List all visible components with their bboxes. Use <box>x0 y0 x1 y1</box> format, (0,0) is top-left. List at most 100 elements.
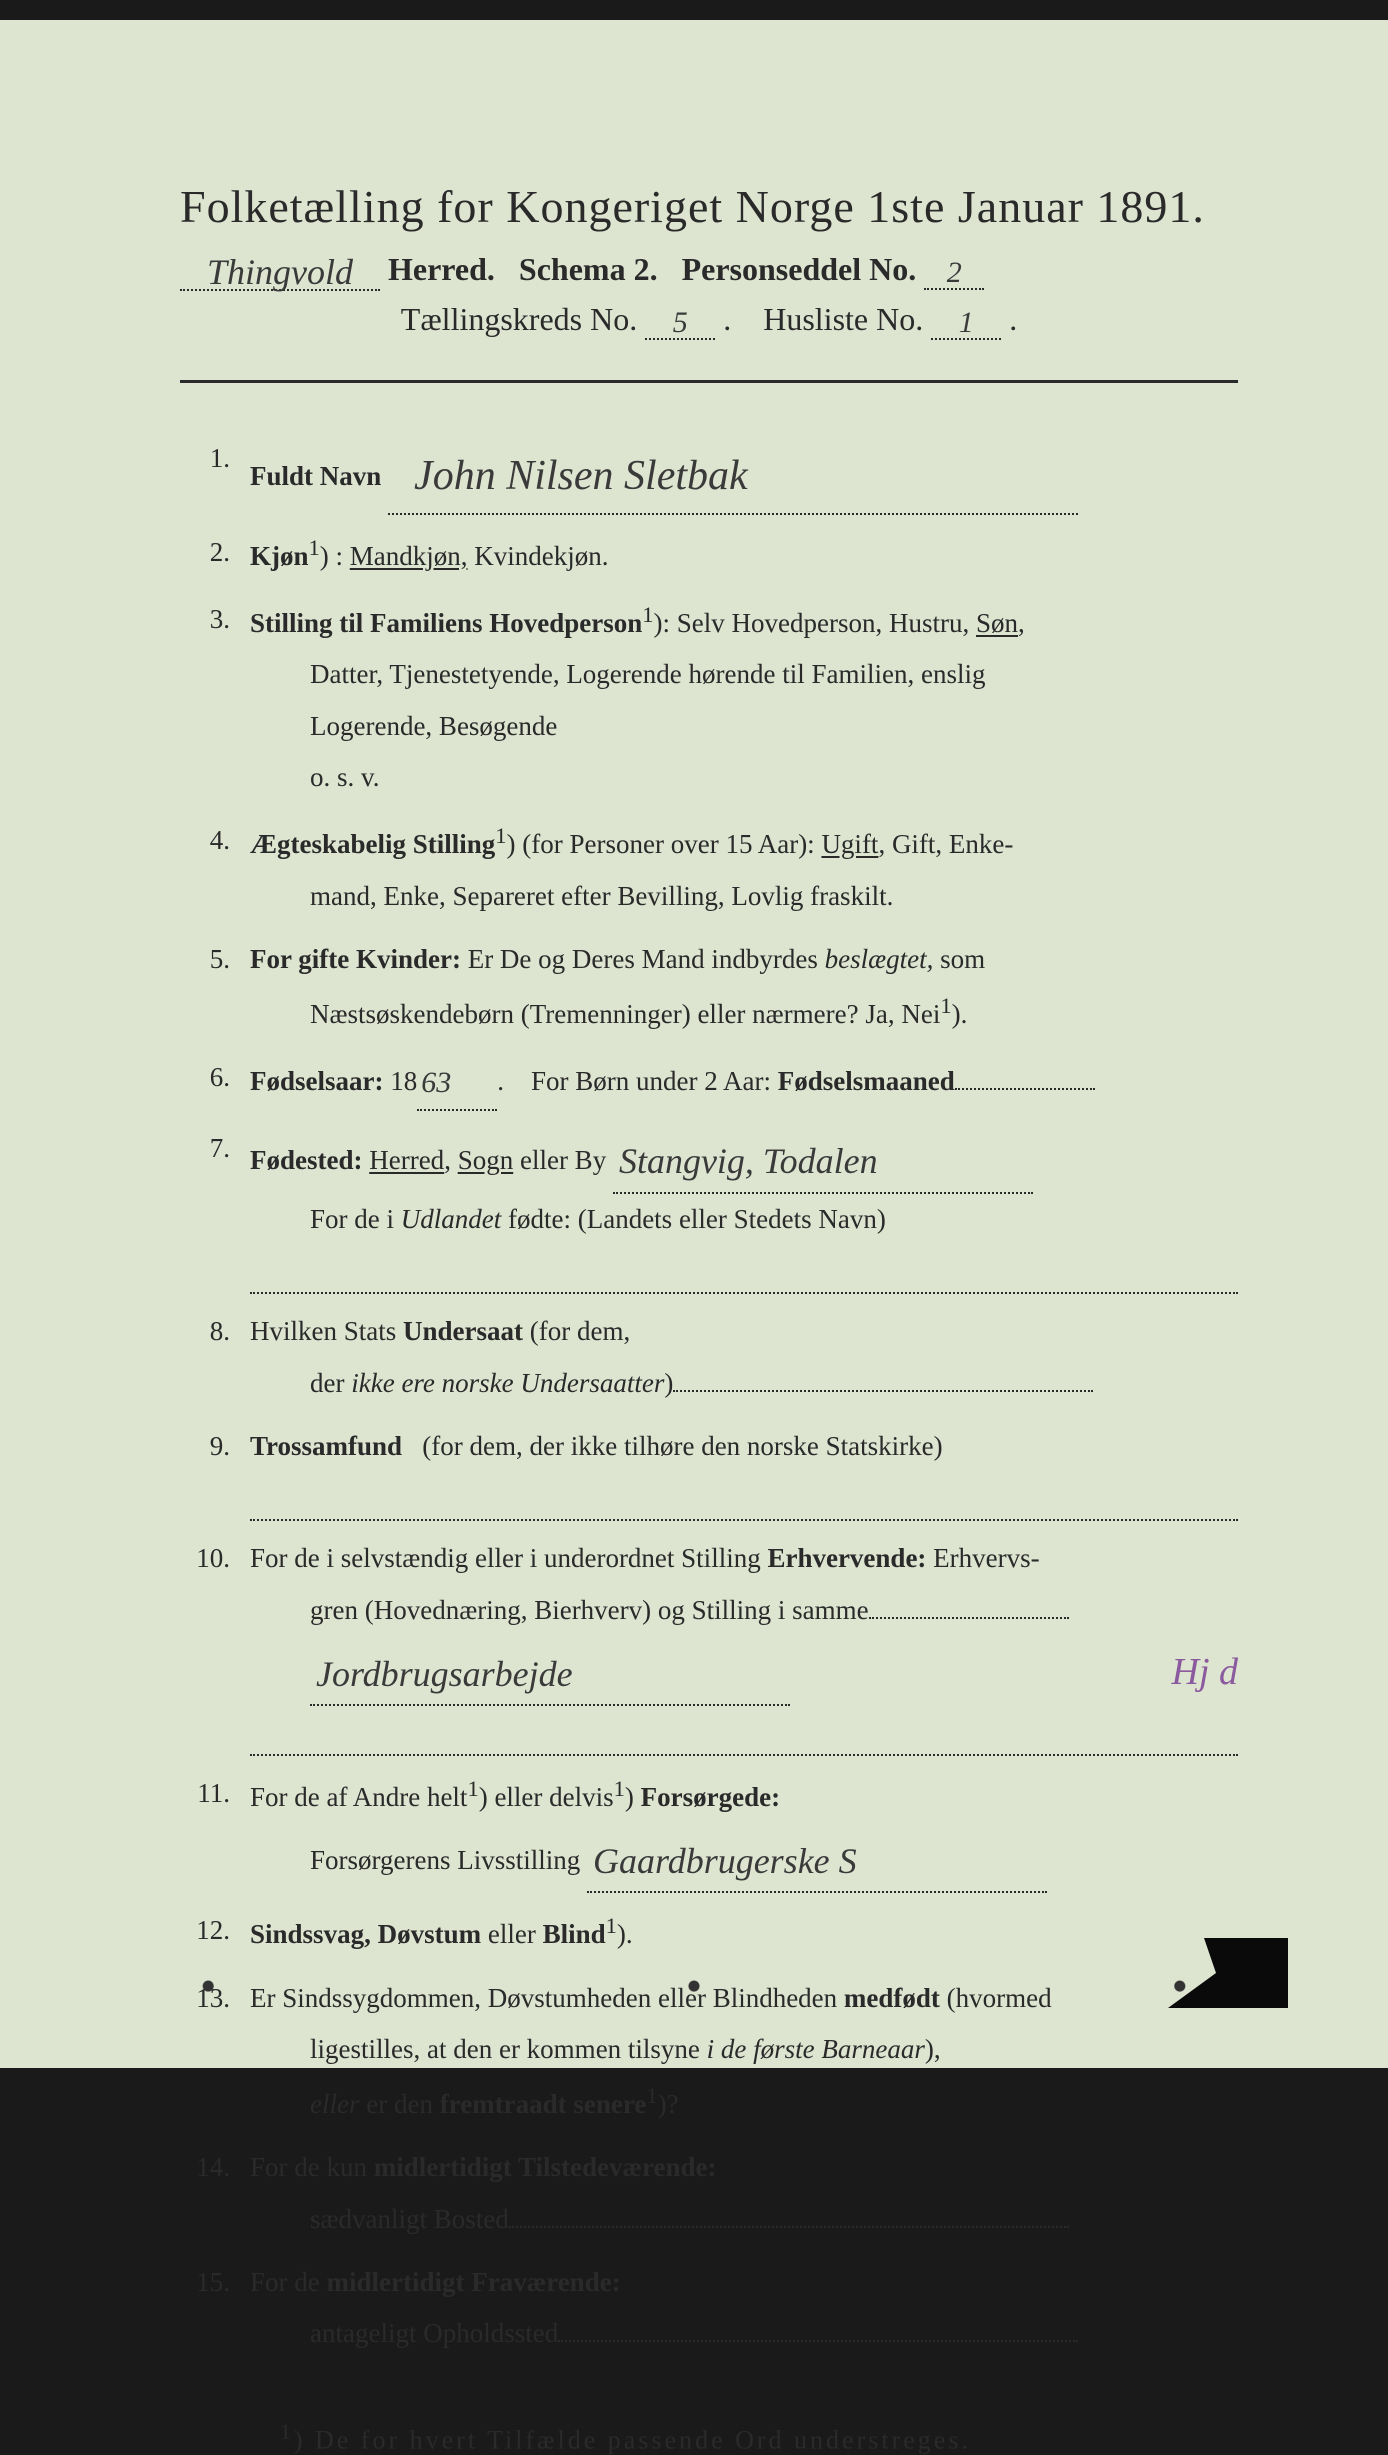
herred-field: Thingvold <box>180 247 380 291</box>
f4-paren: (for Personer over 15 Aar): <box>522 829 814 859</box>
f7-line2b: fødte: (Landets eller Stedets Navn) <box>508 1204 886 1234</box>
kreds-label: Tællingskreds No. <box>401 301 637 337</box>
f10-blank1 <box>869 1586 1069 1618</box>
f2-label: Kjøn <box>250 541 309 571</box>
f8-blank <box>673 1359 1093 1391</box>
f3-line2: Datter, Tjenestetyende, Logerende hørend… <box>250 649 1238 700</box>
f15-blank <box>558 2310 1078 2342</box>
f9-label: Trossamfund <box>250 1431 402 1461</box>
field-4: Ægteskabelig Stilling1) (for Personer ov… <box>180 815 1238 922</box>
herred-handwritten: Thingvold <box>201 252 359 292</box>
husliste-no-handwritten: 1 <box>955 306 978 339</box>
f7-line2ital: Udlandet <box>401 1204 502 1234</box>
f11-handwritten: Gaardbrugerske S <box>587 1841 863 1881</box>
field-3: Stilling til Familiens Hovedperson1): Se… <box>180 594 1238 803</box>
f13-line2: ligestilles, at den er kommen tilsyne i … <box>250 2024 1238 2075</box>
f7-value-field: Stangvig, Todalen <box>613 1123 1033 1193</box>
f9-blank-line <box>250 1478 1238 1521</box>
f13-paren1: (hvormed <box>947 1983 1052 2013</box>
kreds-no-handwritten: 5 <box>669 306 692 339</box>
f12-label2: Døvstum <box>378 1919 482 1949</box>
f12-sup: 1 <box>606 1913 617 1938</box>
f7-handwritten: Stangvig, Todalen <box>613 1141 884 1181</box>
f4-label: Ægteskabelig Stilling <box>250 829 495 859</box>
f8-line2: der ikke ere norske Undersaatter) <box>250 1358 1238 1409</box>
f13-line3: eller er den fremtraadt senere1)? <box>250 2075 1238 2130</box>
f10-value-field: Jordbrugsarbejde <box>310 1636 790 1706</box>
f13-line3b: er den <box>366 2089 433 2119</box>
f10-handwritten: Jordbrugsarbejde <box>310 1654 579 1694</box>
f13-text1: Er Sindssygdommen, Døvstumheden eller Bl… <box>250 1983 837 2013</box>
f13-sup: 1 <box>646 2083 657 2108</box>
f6-year-field: 63 <box>417 1052 497 1111</box>
f13-line2a: ligestilles, at den er kommen tilsyne <box>310 2034 700 2064</box>
f3-line3: Logerende, Besøgende <box>250 701 1238 752</box>
field-10: For de i selvstændig eller i underordnet… <box>180 1533 1238 1755</box>
f12-label3: Blind <box>543 1919 606 1949</box>
f6-month-field <box>955 1058 1095 1090</box>
f14-label: midlertidigt Tilstedeværende: <box>374 2152 717 2182</box>
f14-line2-text: sædvanligt Bosted <box>310 2204 509 2234</box>
f6-prefix: 18 <box>390 1066 417 1096</box>
f6-label: Fødselsaar: <box>250 1066 383 1096</box>
f6-label2: Fødselsmaaned <box>778 1066 955 1096</box>
f4-underlined: Ugift <box>821 829 878 859</box>
field-13: Er Sindssygdommen, Døvstumheden eller Bl… <box>180 1973 1238 2131</box>
header-line-1: Thingvold Herred. Schema 2. Personseddel… <box>180 247 1238 291</box>
f11-text1: For de af Andre helt <box>250 1782 467 1812</box>
f13-ital: i de første Barneaar <box>707 2034 925 2064</box>
f8-text1: Hvilken Stats <box>250 1316 396 1346</box>
f15-line2-text: antageligt Opholdssted <box>310 2318 558 2348</box>
f10-label: Erhvervende: <box>767 1543 926 1573</box>
f14-text1: For de kun <box>250 2152 367 2182</box>
header-line-2: Tællingskreds No. 5 . Husliste No. 1 . <box>180 301 1238 340</box>
footnote: 1) De for hvert Tilfælde passende Ord un… <box>180 2420 1238 2455</box>
person-no-field: 2 <box>924 251 984 290</box>
f13-line2b: ), <box>925 2034 941 2064</box>
field-5: For gifte Kvinder: Er De og Deres Mand i… <box>180 934 1238 1041</box>
f4-sup: 1 <box>495 823 506 848</box>
f15-label: midlertidigt Fraværende: <box>327 2267 621 2297</box>
f5-line2: Næstsøskendebørn (Tremenninger) eller næ… <box>250 985 1238 1040</box>
f7-label: Fødested: <box>250 1145 362 1175</box>
f15-text1: For de <box>250 2267 320 2297</box>
field-7: Fødested: Herred, Sogn eller By Stangvig… <box>180 1123 1238 1294</box>
f14-line2: sædvanligt Bosted <box>250 2194 1238 2245</box>
f10-text1: For de i selvstændig eller i underordnet… <box>250 1543 761 1573</box>
f1-label: Fuldt Navn <box>250 461 381 491</box>
f3-line4: o. s. v. <box>250 752 1238 803</box>
census-form-page: Folketælling for Kongeriget Norge 1ste J… <box>0 20 1388 2068</box>
person-no-handwritten: 2 <box>943 256 966 289</box>
herred-label: Herred. <box>388 251 495 287</box>
f7-line2a: For de i <box>310 1204 394 1234</box>
f7-u1: Herred <box>369 1145 444 1175</box>
f3-label: Stilling til Familiens Hovedperson <box>250 608 642 638</box>
f7-line2: For de i Udlandet fødte: (Landets eller … <box>250 1194 1238 1245</box>
f15-line2: antageligt Opholdssted <box>250 2308 1238 2359</box>
field-15: For de midlertidigt Fraværende: antageli… <box>180 2257 1238 2360</box>
f8-paren: (for dem, <box>530 1316 630 1346</box>
field-14: For de kun midlertidigt Tilstedeværende:… <box>180 2142 1238 2245</box>
f4-line2: mand, Enke, Separeret efter Bevilling, L… <box>250 871 1238 922</box>
f11-label: Forsørgede: <box>641 1782 780 1812</box>
f6-year-hw: 63 <box>417 1066 455 1099</box>
f10-purple-mark: Hj d <box>1172 1636 1239 1708</box>
f5-line2-text: Næstsøskendebørn (Tremenninger) eller næ… <box>310 999 940 1029</box>
kreds-no-field: 5 <box>645 301 715 340</box>
f8-ital: ikke ere norske Undersaatter <box>351 1368 664 1398</box>
f5-label: For gifte Kvinder: <box>250 944 461 974</box>
f12-label1: Sindssvag, <box>250 1919 371 1949</box>
f7-blank-line <box>250 1251 1238 1294</box>
f2-underlined: Mandkjøn, <box>350 541 468 571</box>
f11-line2: Forsørgerens Livsstilling Gaardbrugerske… <box>250 1823 1238 1893</box>
f10-blank-line <box>250 1712 1238 1755</box>
f11-text2: eller delvis <box>494 1782 613 1812</box>
f1-value-field: John Nilsen Sletbak <box>388 433 1078 515</box>
f1-handwritten: John Nilsen Sletbak <box>408 453 754 499</box>
footnote-sup: 1 <box>280 2420 294 2444</box>
f10-text2: Erhvervs- <box>933 1543 1039 1573</box>
f5-sup: 1 <box>940 993 951 1018</box>
husliste-label: Husliste No. <box>763 301 923 337</box>
f6-text2: For Børn under 2 Aar: <box>531 1066 771 1096</box>
main-title: Folketælling for Kongeriget Norge 1ste J… <box>180 180 1238 233</box>
